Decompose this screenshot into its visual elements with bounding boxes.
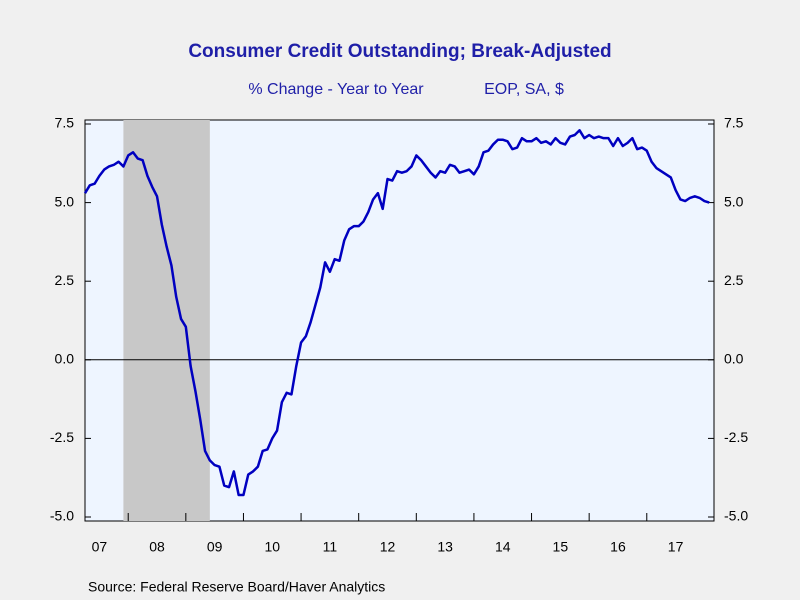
y2-tick-label: -5.0	[724, 508, 748, 524]
y2-tick-label: 7.5	[724, 115, 744, 131]
units-note: EOP, SA, $	[484, 81, 564, 98]
x-tick-label: 09	[207, 539, 223, 555]
x-tick-label: 17	[668, 539, 684, 555]
y-tick-label: 7.5	[55, 115, 75, 131]
y-tick-label: -2.5	[50, 429, 74, 445]
y2-tick-label: 2.5	[724, 272, 744, 288]
y-tick-label: 2.5	[55, 272, 75, 288]
x-tick-label: 12	[380, 539, 396, 555]
y2-tick-label: 5.0	[724, 193, 744, 209]
x-tick-label: 14	[495, 539, 511, 555]
series-line	[83, 129, 710, 497]
y-tick-label: 0.0	[55, 351, 75, 367]
y-tick-label: 5.0	[55, 193, 75, 209]
chart-title: Consumer Credit Outstanding; Break-Adjus…	[188, 41, 611, 62]
x-tick-label: 08	[149, 539, 165, 555]
y2-tick-label: -2.5	[724, 429, 748, 445]
source: Source: Federal Reserve Board/Haver Anal…	[88, 579, 385, 595]
x-tick-label: 11	[323, 539, 338, 555]
recession-band	[123, 120, 210, 521]
x-tick-label: 13	[437, 539, 453, 555]
y-tick-label: -5.0	[50, 508, 74, 524]
chart-subtitle: % Change - Year to Year	[248, 81, 424, 98]
x-tick-label: 07	[92, 539, 108, 555]
y2-tick-label: 0.0	[724, 351, 744, 367]
plot-layer: 7.5 5.0 2.5 0.0 -2.5 -5.0 7.5 5.0 2.5 0.0 -2.5 -5.0…	[50, 115, 748, 555]
x-tick-label: 16	[610, 539, 626, 555]
x-tick-label: 15	[553, 539, 569, 555]
x-tick-label: 10	[264, 539, 280, 555]
